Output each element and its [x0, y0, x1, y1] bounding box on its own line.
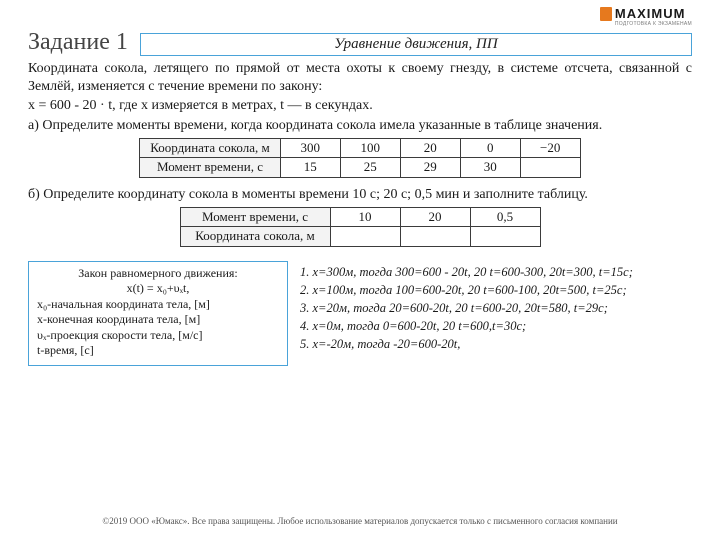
solution-line: 3. x=20м, тогда 20=600-20t, 20 t=600-20,… [300, 299, 633, 317]
content: Координата сокола, летящего по прямой от… [0, 56, 720, 247]
lower-row: Закон равномерного движения: x(t) = x₀+υ… [0, 255, 720, 367]
table-cell: 0 [460, 139, 520, 158]
table-b: Момент времени, с 10 20 0,5 Координата с… [180, 207, 541, 247]
table-a: Координата сокола, м 300 100 20 0 −20 Мо… [139, 138, 580, 178]
title-row: Задание 1 Уравнение движения, ПП [0, 27, 720, 56]
table-cell: 29 [400, 158, 460, 177]
law-equation: x(t) = x₀+υₓt, [37, 281, 279, 297]
brand-name: MAXIMUM [615, 6, 692, 21]
logo: MAXIMUM ПОДГОТОВКА К ЭКЗАМЕНАМ [600, 6, 692, 27]
table-cell [470, 227, 540, 246]
subtitle: Уравнение движения, ПП [140, 33, 692, 56]
table-cell: 300 [280, 139, 340, 158]
logo-mark-icon [600, 7, 612, 21]
logo-text: MAXIMUM ПОДГОТОВКА К ЭКЗАМЕНАМ [615, 6, 692, 27]
solution-line: 4. x=0м, тогда 0=600-20t, 20 t=600,t=30с… [300, 317, 633, 335]
table-row: Координата сокола, м [180, 227, 540, 246]
footer: ©2019 ООО «Юмакс». Все права защищены. Л… [0, 516, 720, 526]
table-cell [400, 227, 470, 246]
table-row: Момент времени, с 10 20 0,5 [180, 208, 540, 227]
solution-line: 1. x=300м, тогда 300=600 - 20t, 20 t=600… [300, 263, 633, 281]
table-cell: 0,5 [470, 208, 540, 227]
header: MAXIMUM ПОДГОТОВКА К ЭКЗАМЕНАМ [0, 0, 720, 27]
solution-block: 1. x=300м, тогда 300=600 - 20t, 20 t=600… [300, 261, 633, 367]
solution-line: 5. x=-20м, тогда -20=600-20t, [300, 335, 633, 353]
law-title: Закон равномерного движения: [37, 266, 279, 282]
table-cell: −20 [520, 139, 580, 158]
table-label: Координата сокола, м [180, 227, 330, 246]
paragraph-intro: Координата сокола, летящего по прямой от… [28, 60, 692, 95]
table-label: Момент времени, с [180, 208, 330, 227]
table-row: Момент времени, с 15 25 29 30 [140, 158, 580, 177]
brand-tag: ПОДГОТОВКА К ЭКЗАМЕНАМ [615, 21, 692, 27]
table-cell: 10 [330, 208, 400, 227]
law-line: x₀-начальная координата тела, [м] [37, 297, 279, 313]
table-cell: 20 [400, 139, 460, 158]
paragraph-equation: x = 600 - 20 · t, где x измеряется в мет… [28, 97, 692, 115]
table-cell: 100 [340, 139, 400, 158]
paragraph-task-b: б) Определите координату сокола в момент… [28, 186, 692, 204]
table-cell: 30 [460, 158, 520, 177]
law-line: x-конечная координата тела, [м] [37, 312, 279, 328]
table-cell: 15 [280, 158, 340, 177]
table-cell: 25 [340, 158, 400, 177]
law-line: t-время, [с] [37, 343, 279, 359]
table-cell: 20 [400, 208, 470, 227]
paragraph-task-a: а) Определите моменты времени, когда коо… [28, 117, 692, 135]
solution-line: 2. x=100м, тогда 100=600-20t, 20 t=600-1… [300, 281, 633, 299]
table-cell [330, 227, 400, 246]
task-title: Задание 1 [28, 29, 128, 56]
table-cell [520, 158, 580, 177]
law-line: υₓ-проекция скорости тела, [м/с] [37, 328, 279, 344]
table-row: Координата сокола, м 300 100 20 0 −20 [140, 139, 580, 158]
table-label: Момент времени, с [140, 158, 280, 177]
law-box: Закон равномерного движения: x(t) = x₀+υ… [28, 261, 288, 367]
table-label: Координата сокола, м [140, 139, 280, 158]
